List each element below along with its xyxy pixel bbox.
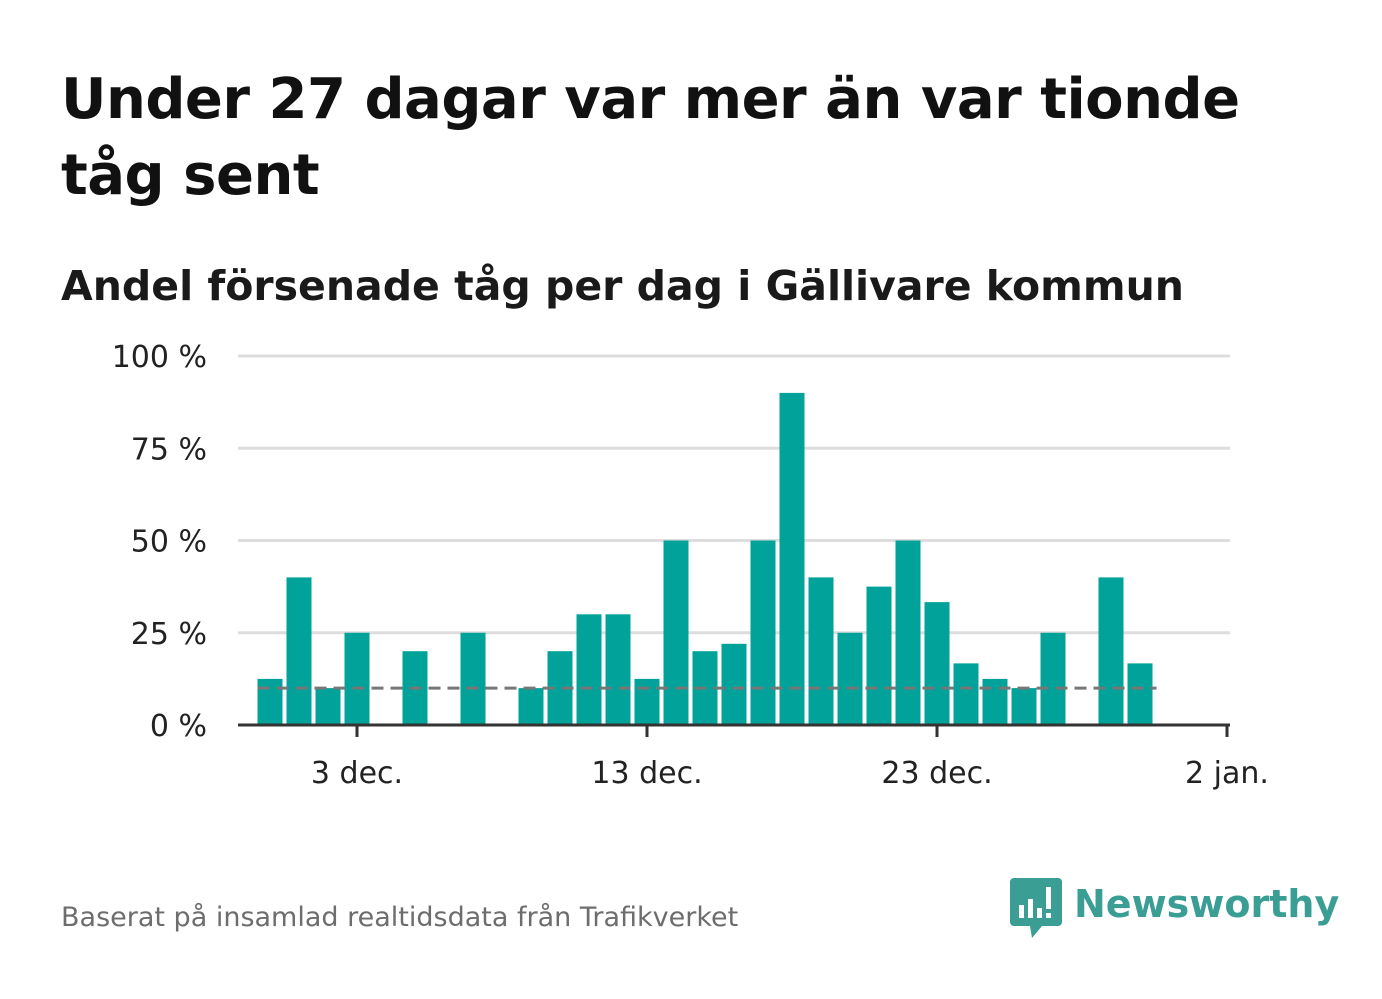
y-tick-label: 75 %: [131, 432, 207, 467]
bar: [605, 614, 631, 725]
bar: [953, 663, 979, 725]
brand-logo: Newsworthy: [1010, 878, 1339, 940]
bar: [315, 688, 341, 725]
bar: [663, 540, 689, 725]
bar: [779, 392, 805, 725]
y-tick-label: 50 %: [131, 525, 207, 560]
y-tick-label: 0 %: [150, 709, 207, 744]
bar: [808, 577, 834, 725]
bar: [1011, 688, 1037, 725]
bar: [286, 577, 312, 725]
bars: [257, 392, 1153, 725]
bar: [750, 540, 776, 725]
y-axis-labels: 0 % 25 % 50 % 75 % 100 %: [112, 340, 207, 744]
bar: [721, 643, 747, 725]
x-axis-labels: 3 dec. 13 dec. 23 dec. 2 jan.: [311, 756, 1269, 791]
gridlines: [238, 354, 1230, 635]
bar: [982, 678, 1008, 725]
y-tick-label: 100 %: [112, 340, 207, 375]
bar-chart: 0 % 25 % 50 % 75 % 100 % 3 dec. 13 dec. 23 dec…: [112, 340, 1269, 791]
bar: [924, 602, 950, 725]
bar: [866, 586, 892, 725]
x-tick-label: 13 dec.: [591, 756, 702, 791]
bar: [895, 540, 921, 725]
bar: [634, 678, 660, 725]
bar: [518, 688, 544, 725]
bar: [1040, 632, 1066, 725]
brand-name: Newsworthy: [1074, 882, 1340, 926]
bar: [344, 632, 370, 725]
x-axis: [238, 723, 1230, 737]
x-tick-label: 2 jan.: [1185, 756, 1269, 791]
x-tick-label: 3 dec.: [311, 756, 403, 791]
source-note: Baserat på insamlad realtidsdata från Tr…: [61, 902, 739, 933]
bar: [576, 614, 602, 725]
newsworthy-logo-icon: [1010, 878, 1062, 938]
y-tick-label: 25 %: [131, 617, 207, 652]
bar: [1098, 577, 1124, 725]
bar: [837, 632, 863, 725]
chart-title: Under 27 dagar var mer än var tionde tåg…: [61, 67, 1240, 208]
chart-subtitle: Andel försenade tåg per dag i Gällivare …: [61, 262, 1184, 310]
bar: [1127, 663, 1153, 725]
x-tick-label: 23 dec.: [881, 756, 992, 791]
bar: [257, 678, 283, 725]
bar: [460, 632, 486, 725]
